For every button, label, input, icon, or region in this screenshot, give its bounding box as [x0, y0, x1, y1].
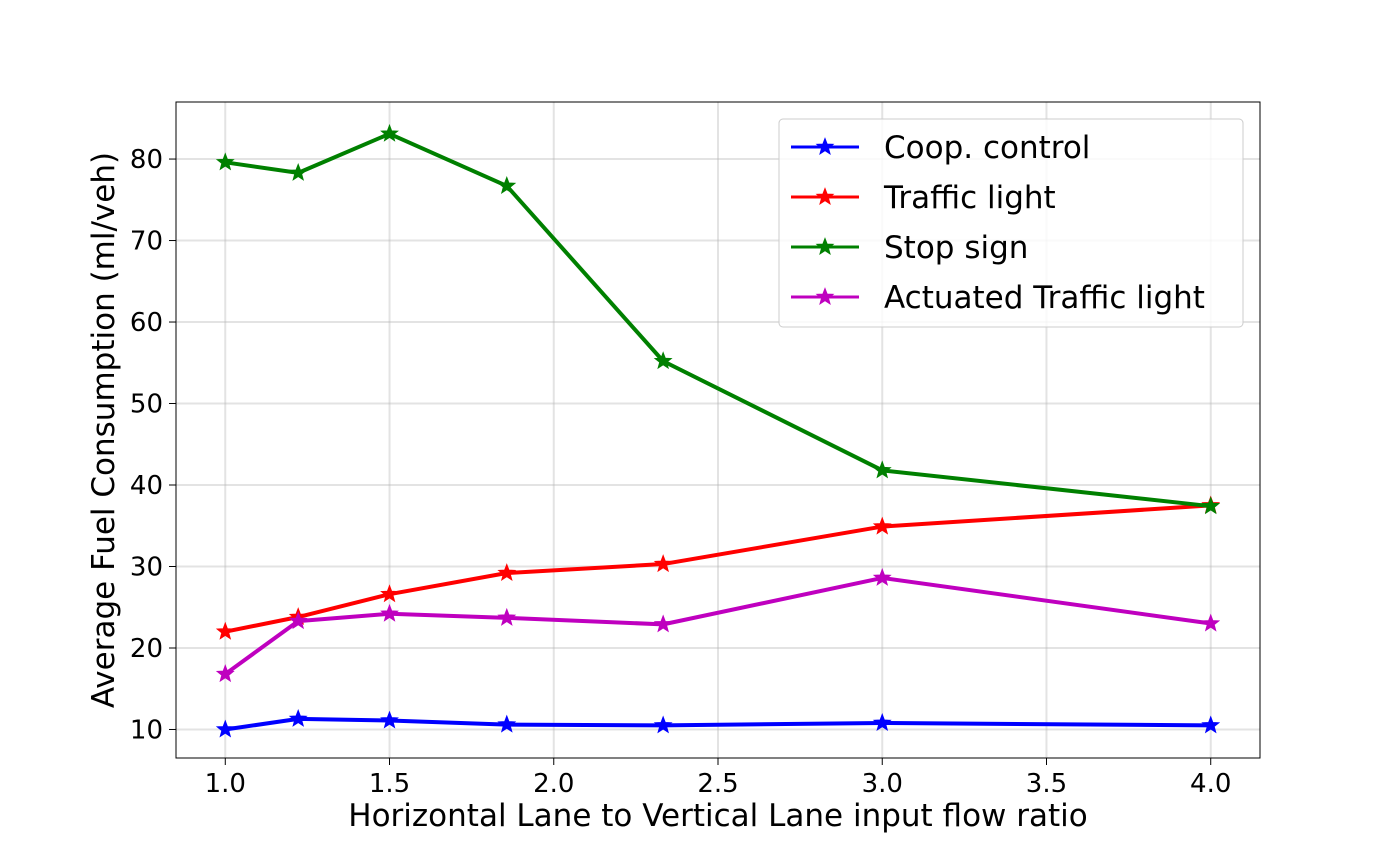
legend-entry: Stop sign — [791, 230, 1028, 266]
data-point — [653, 351, 673, 370]
x-tick-label: 4.0 — [1190, 769, 1231, 799]
y-tick-label: 60 — [130, 308, 163, 338]
data-point — [215, 621, 235, 640]
data-point — [497, 714, 517, 733]
legend-marker — [815, 187, 835, 206]
x-tick-label: 3.0 — [862, 769, 903, 799]
legend-marker — [815, 137, 835, 156]
data-point — [497, 176, 517, 194]
y-tick-label: 40 — [130, 471, 163, 501]
x-tick-label: 1.0 — [205, 769, 246, 799]
data-point — [215, 152, 235, 171]
y-tick-label: 30 — [130, 552, 163, 582]
data-point — [380, 603, 399, 622]
series-layer — [215, 123, 1221, 738]
legend-label: Stop sign — [884, 230, 1028, 266]
series-2 — [215, 123, 1221, 515]
data-point — [497, 607, 517, 626]
legend-label: Traffic light — [883, 180, 1056, 216]
data-point — [653, 614, 673, 633]
data-point — [380, 710, 399, 729]
legend-box — [778, 118, 1244, 328]
data-point — [872, 567, 892, 586]
y-tick-label: 80 — [130, 145, 163, 175]
data-point — [288, 611, 308, 630]
y-tick-label: 70 — [130, 227, 163, 257]
y-axis-label: Average Fuel Consumption (ml/veh) — [86, 152, 122, 708]
data-point — [872, 460, 892, 479]
data-point — [380, 123, 399, 142]
x-tick-label: 2.0 — [533, 769, 574, 799]
x-tick-label: 1.5 — [369, 769, 410, 799]
ticks-layer: 1.0 1.5 2.0 2.5 3.0 3.5 4.0 10 20 30 40 50 60 70 80 — [130, 145, 1232, 799]
data-point — [215, 719, 235, 738]
legend-label: Coop. control — [884, 130, 1090, 166]
y-tick-label: 50 — [130, 390, 163, 420]
data-point — [215, 664, 235, 683]
legend-marker — [815, 237, 835, 256]
legend-entry: Coop. control — [791, 130, 1090, 166]
data-point — [288, 162, 308, 181]
data-point — [653, 554, 673, 573]
series-3 — [215, 567, 1221, 683]
data-point — [653, 715, 673, 734]
legend-label: Actuated Traffic light — [884, 280, 1205, 316]
data-point — [872, 516, 892, 535]
data-point — [872, 713, 892, 731]
data-point — [1201, 613, 1221, 632]
y-tick-label: 20 — [130, 634, 163, 664]
data-point — [288, 708, 308, 727]
legend-marker — [815, 287, 835, 306]
x-axis-label: Horizontal Lane to Vertical Lane input f… — [348, 798, 1087, 834]
y-tick-label: 10 — [130, 715, 163, 745]
data-point — [1201, 715, 1221, 734]
legend-entry: Traffic light — [791, 180, 1056, 216]
data-point — [380, 584, 399, 603]
series-0 — [215, 708, 1221, 738]
legend: Coop. control Traffic light Stop sign Actua… — [778, 118, 1244, 328]
legend-entries: Coop. control Traffic light Stop sign Actua… — [791, 130, 1205, 316]
data-point — [497, 563, 517, 582]
data-point — [1201, 496, 1221, 515]
x-tick-label: 3.5 — [1026, 769, 1067, 799]
x-tick-label: 2.5 — [697, 769, 738, 799]
legend-entry: Actuated Traffic light — [791, 280, 1205, 316]
